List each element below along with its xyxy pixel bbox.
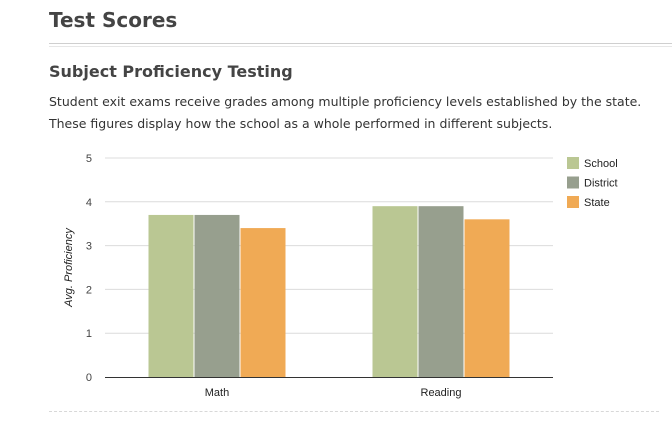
description-line-1: Student exit exams receive grades among … (49, 94, 642, 109)
bar (194, 214, 240, 377)
title-divider (49, 43, 672, 44)
page-title: Test Scores (49, 8, 178, 32)
y-tick-label: 2 (86, 284, 92, 296)
description-line-2: These figures display how the school as … (49, 116, 553, 131)
bar (148, 214, 194, 377)
y-tick-label: 5 (86, 153, 92, 165)
bottom-divider (49, 411, 659, 412)
y-tick-label: 1 (86, 328, 92, 340)
x-category-label: Reading (421, 387, 462, 399)
bar (372, 206, 418, 377)
y-tick-label: 3 (86, 241, 92, 253)
y-axis-label: Avg. Proficiency (63, 227, 75, 308)
legend-swatch (567, 157, 579, 169)
legend-swatch (567, 196, 579, 208)
bar (464, 219, 510, 377)
bar (418, 206, 464, 377)
y-tick-label: 4 (86, 197, 92, 209)
section-description: Student exit exams receive grades among … (49, 91, 669, 135)
title-divider-secondary (49, 46, 672, 47)
x-category-label: Math (205, 387, 229, 399)
legend-label: School (584, 158, 618, 170)
bar (240, 228, 286, 377)
section-heading: Subject Proficiency Testing (49, 62, 293, 81)
legend-label: District (584, 178, 618, 190)
legend-label: State (584, 197, 610, 209)
legend-swatch (567, 176, 579, 189)
proficiency-bar-chart: 0 1 2 3 4 5 Math Reading Avg. Proficiency School D… (63, 153, 618, 399)
y-tick-label: 0 (86, 372, 92, 384)
